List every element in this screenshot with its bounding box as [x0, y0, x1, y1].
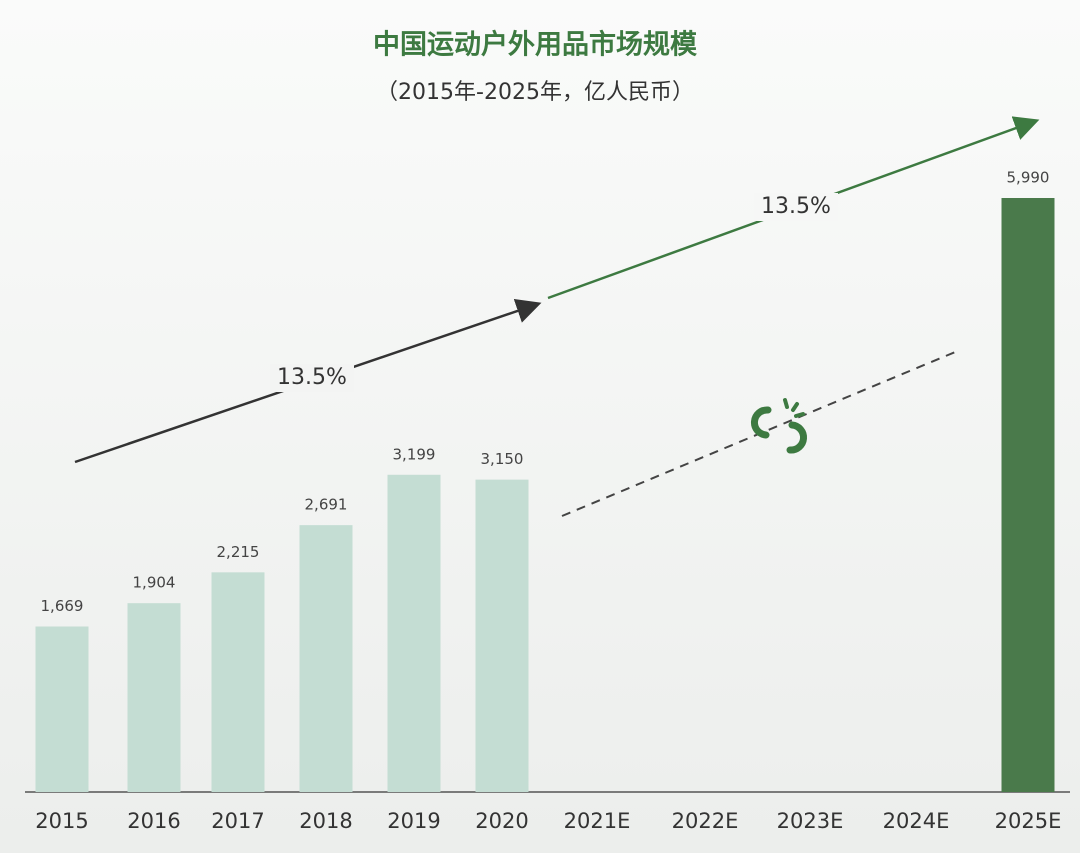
- value-label: 2,215: [217, 543, 260, 561]
- bar: [1001, 198, 1055, 792]
- x-tick-label: 2017: [211, 809, 264, 833]
- x-tick-label: 2019: [387, 809, 440, 833]
- value-label: 1,904: [133, 574, 176, 592]
- value-label: 2,691: [305, 496, 348, 514]
- value-label: 1,669: [41, 597, 84, 615]
- label-bg: [754, 193, 838, 221]
- bar: [35, 626, 89, 792]
- x-tick-label: 2021E: [564, 809, 631, 833]
- value-label: 3,199: [393, 445, 436, 463]
- x-tick-label: 2020: [475, 809, 528, 833]
- x-tick-label: 2018: [299, 809, 352, 833]
- broken-link-icon: [751, 398, 807, 454]
- x-tick-label: 2015: [35, 809, 88, 833]
- value-label: 3,150: [481, 450, 524, 468]
- bar: [127, 603, 181, 792]
- x-tick-label: 2022E: [672, 809, 739, 833]
- growth-annotation: 13.5%: [761, 194, 831, 219]
- bar: [387, 474, 441, 792]
- x-tick-label: 2025E: [995, 809, 1062, 833]
- growth-annotation: 13.5%: [277, 365, 347, 390]
- x-tick-label: 2016: [127, 809, 180, 833]
- chart-title: 中国运动户外用品市场规模: [373, 29, 697, 61]
- chart-subtitle: （2015年-2025年，亿人民币）: [376, 80, 694, 105]
- bar: [299, 525, 353, 792]
- bar: [211, 572, 265, 792]
- bar: [475, 479, 529, 792]
- label-bg: [270, 364, 354, 392]
- x-tick-label: 2023E: [777, 809, 844, 833]
- x-tick-label: 2024E: [883, 809, 950, 833]
- value-label: 5,990: [1007, 169, 1050, 187]
